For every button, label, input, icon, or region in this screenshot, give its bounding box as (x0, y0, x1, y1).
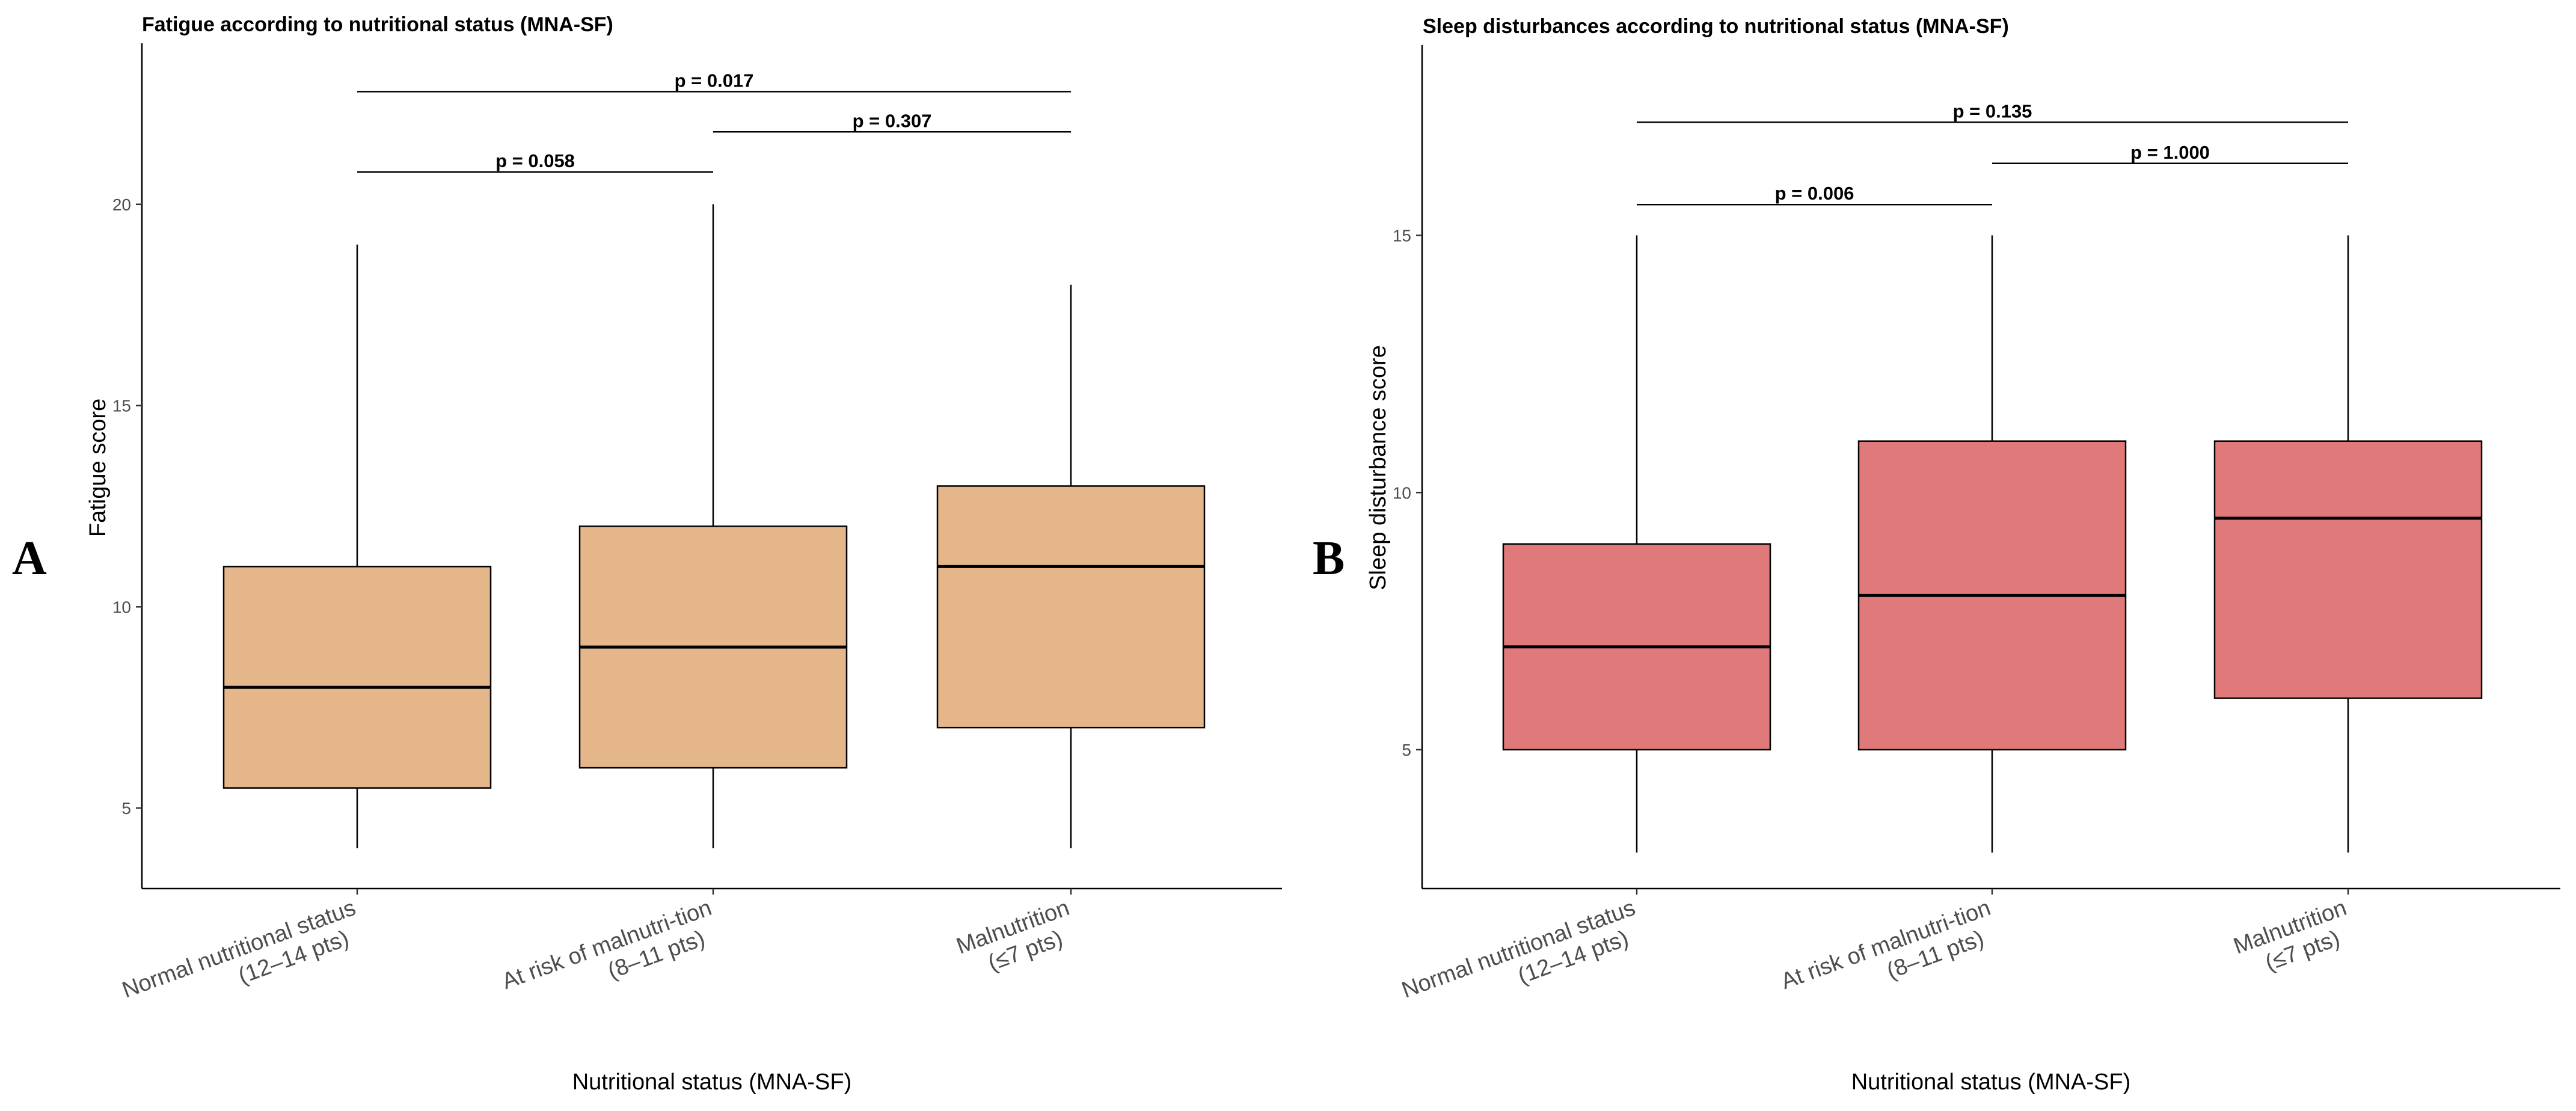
panel-b-y-axis-title: Sleep disturbance score (1366, 345, 1391, 590)
panel-b-plot: 5 10 15 Normal nutritional status(12–14 pts… (1393, 45, 2560, 1003)
panel-b-y-tick-label: 10 (1393, 483, 1411, 502)
panel-a-box (936, 485, 1206, 729)
panel-a-y-tick-label: 10 (112, 598, 131, 616)
panel-a-title: Fatigue according to nutritional status … (142, 13, 613, 36)
panel-a-letter: A (12, 532, 47, 585)
panel-b-category-label: Normal nutritional status(12–14 pts) (1399, 895, 1639, 1003)
panel-b-y-tick-label: 15 (1393, 227, 1411, 245)
panel-a-y-tick-label: 20 (112, 195, 131, 214)
panel-b-box (2213, 440, 2483, 699)
panel-b-letter: B (1313, 532, 1345, 585)
panel-a-category-label: At risk of malnutri-tion(8–11 pts) (498, 895, 715, 994)
panel-a: A Fatigue according to nutritional statu… (12, 13, 1282, 1095)
panel-b-category-label: At risk of malnutri-tion(8–11 pts) (1777, 895, 1994, 994)
panel-a-category-label: Normal nutritional status(12–14 pts) (119, 895, 359, 1003)
panel-a-box (222, 566, 492, 789)
panel-b-y-tick-label: 5 (1402, 741, 1411, 759)
panel-a-p-value-label: p = 0.307 (853, 110, 932, 131)
panel-b-p-value-label: p = 1.000 (2130, 142, 2210, 163)
panel-b-p-value-label: p = 0.135 (1953, 100, 2032, 121)
panel-b: B Sleep disturbances according to nutrit… (1313, 15, 2560, 1095)
panel-a-y-tick-label: 15 (112, 397, 131, 415)
panel-b-category-label: Malnutrition(≤7 pts) (2230, 895, 2350, 976)
panel-a-y-axis-title: Fatigue score (85, 399, 111, 537)
panel-a-p-value-label: p = 0.017 (675, 70, 754, 91)
panel-b-x-axis-title: Nutritional status (MNA-SF) (1851, 1070, 2131, 1095)
panel-a-plot: 5 10 15 20 Normal nutritional status(12–14 p… (112, 43, 1282, 1003)
panel-b-p-value-label: p = 0.006 (1775, 183, 1854, 204)
panel-a-y-tick-label: 5 (121, 799, 131, 818)
panel-a-category-label: Malnutrition(≤7 pts) (953, 895, 1073, 976)
panel-b-title: Sleep disturbances according to nutritio… (1423, 15, 2009, 38)
panel-a-x-axis-title: Nutritional status (MNA-SF) (572, 1070, 852, 1095)
panel-a-p-value-label: p = 0.058 (495, 150, 575, 171)
